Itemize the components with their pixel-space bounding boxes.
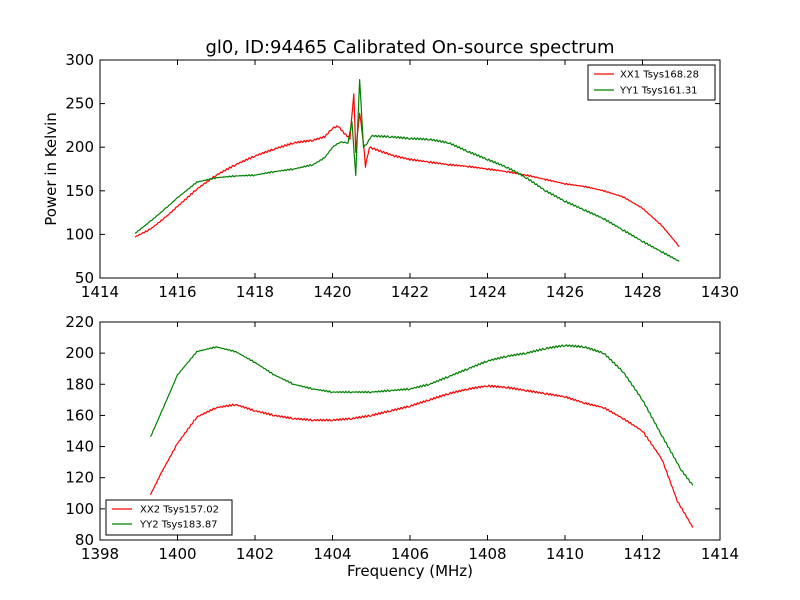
- x-tick-label: 1420: [313, 283, 351, 301]
- series-line-yy2: [149, 344, 694, 486]
- x-tick-label: 1412: [623, 545, 661, 563]
- bottom-legend: XX2 Tsys157.02 YY2 Tsys183.87: [105, 499, 233, 536]
- y-tick-label: 100: [65, 500, 94, 518]
- legend-label-xx1: XX1 Tsys168.28: [620, 70, 699, 81]
- y-tick-label: 200: [65, 138, 94, 156]
- x-tick-label: 1410: [546, 545, 584, 563]
- top-axis-ticks: 1414 1416 1418 1420 1422 1424 1426 1428 1430 50 10…: [65, 51, 739, 301]
- legend-label-xx2: XX2 Tsys157.02: [140, 505, 219, 516]
- x-tick-label: 1408: [468, 545, 506, 563]
- legend-label-yy1: YY1 Tsys161.31: [619, 86, 698, 97]
- bottom-plot-area: [149, 344, 694, 528]
- x-tick-label: 1400: [158, 545, 196, 563]
- x-tick-label: 1426: [546, 283, 584, 301]
- y-tick-label: 140: [65, 438, 94, 456]
- series-line-yy1: [134, 79, 680, 262]
- x-tick-label: 1416: [158, 283, 196, 301]
- y-tick-label: 220: [65, 313, 94, 331]
- x-tick-label: 1406: [391, 545, 429, 563]
- bottom-chart: 1398 1400 1402 1404 1406 1408 1410 1412 1414 80 10…: [65, 313, 739, 580]
- x-tick-label: 1398: [81, 545, 119, 563]
- x-tick-label: 1424: [468, 283, 506, 301]
- x-tick-label: 1414: [701, 545, 739, 563]
- x-tick-label: 1404: [313, 545, 351, 563]
- top-legend: XX1 Tsys168.28 YY1 Tsys161.31: [587, 64, 716, 101]
- series-line-xx1: [134, 93, 680, 248]
- y-tick-label: 200: [65, 344, 94, 362]
- y-tick-label: 180: [65, 375, 94, 393]
- y-tick-label: 250: [65, 95, 94, 113]
- x-tick-label: 1428: [623, 283, 661, 301]
- legend-box: [587, 64, 716, 101]
- chart-title: gl0, ID:94465 Calibrated On-source spect…: [205, 37, 614, 58]
- top-chart: gl0, ID:94465 Calibrated On-source spect…: [42, 37, 739, 301]
- y-tick-label: 100: [65, 225, 94, 243]
- x-tick-label: 1422: [391, 283, 429, 301]
- bottom-axis-ticks: 1398 1400 1402 1404 1406 1408 1410 1412 1414 80 10…: [65, 313, 739, 563]
- y-tick-label: 150: [65, 182, 94, 200]
- x-axis-label: Frequency (MHz): [347, 562, 473, 580]
- y-tick-label: 300: [65, 51, 94, 69]
- y-tick-label: 80: [75, 531, 94, 549]
- legend-box: [105, 499, 233, 536]
- x-tick-label: 1414: [81, 283, 119, 301]
- y-axis-label: Power in Kelvin: [42, 112, 60, 226]
- y-tick-label: 50: [75, 269, 94, 287]
- series-line-xx2: [149, 384, 694, 528]
- x-tick-label: 1430: [701, 283, 739, 301]
- x-tick-label: 1402: [236, 545, 274, 563]
- top-plot-area: [134, 79, 680, 262]
- x-tick-label: 1418: [236, 283, 274, 301]
- legend-label-yy2: YY2 Tsys183.87: [139, 520, 218, 531]
- y-tick-label: 160: [65, 406, 94, 424]
- y-tick-label: 120: [65, 469, 94, 487]
